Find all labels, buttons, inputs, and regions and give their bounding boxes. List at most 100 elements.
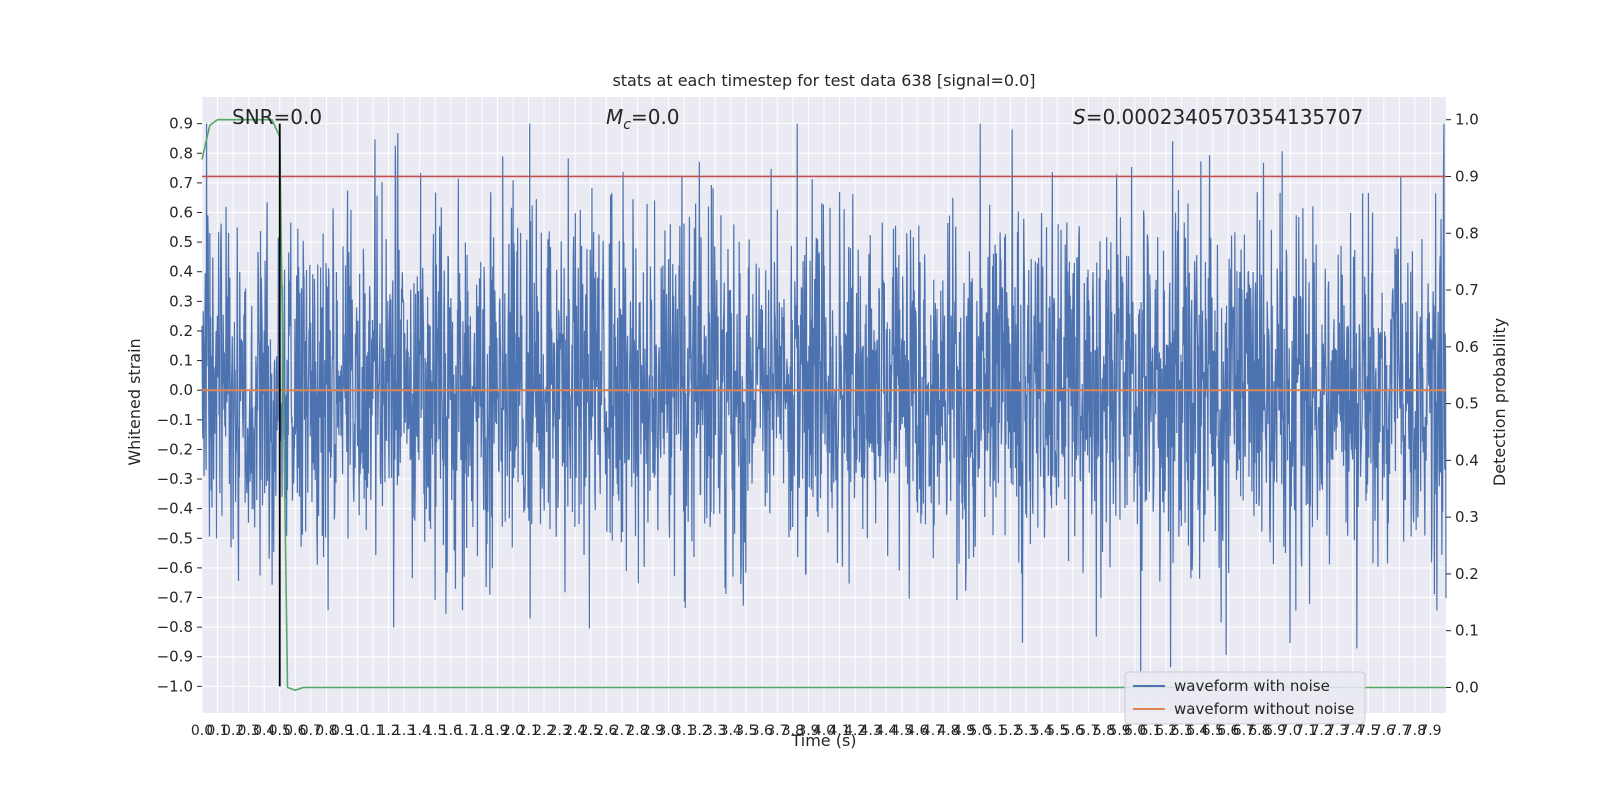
y-tick-label: 0.6 bbox=[169, 204, 193, 222]
x-tick-label: 6.9 bbox=[1264, 723, 1286, 739]
y2-tick-label: 0.3 bbox=[1455, 508, 1479, 526]
x-tick-label: 0.6 bbox=[284, 723, 306, 739]
x-tick-label: 5.5 bbox=[1046, 723, 1068, 739]
x-tick-label: 4.7 bbox=[922, 723, 944, 739]
y-tick-label: −0.6 bbox=[157, 559, 193, 577]
x-tick-label: 6.0 bbox=[1124, 723, 1146, 739]
y-tick-label: −0.5 bbox=[157, 529, 193, 547]
x-tick-label: 6.8 bbox=[1248, 723, 1270, 739]
x-tick-label: 4.0 bbox=[813, 723, 835, 739]
y-tick-label: −0.9 bbox=[157, 648, 193, 666]
x-tick-label: 4.2 bbox=[844, 723, 866, 739]
annotation-mc: Mc=0.0 bbox=[606, 105, 680, 133]
x-tick-label: 3.0 bbox=[657, 723, 679, 739]
y-tick-label: 0.3 bbox=[169, 292, 193, 310]
x-tick-label: 1.4 bbox=[409, 723, 431, 739]
legend-label-waveform-without-noise: waveform without noise bbox=[1174, 700, 1354, 718]
x-tick-label: 5.4 bbox=[1031, 723, 1053, 739]
x-tick-label: 3.3 bbox=[704, 723, 726, 739]
y2-tick-label: 0.6 bbox=[1455, 338, 1479, 356]
x-tick-label: 3.7 bbox=[766, 723, 788, 739]
y-tick-label: −0.1 bbox=[157, 411, 193, 429]
y-tick-label: 0.5 bbox=[169, 233, 193, 251]
x-tick-label: 0.1 bbox=[206, 723, 228, 739]
x-tick-label: 7.3 bbox=[1326, 723, 1348, 739]
x-tick-label: 7.4 bbox=[1342, 723, 1364, 739]
series-detection-probability bbox=[201, 118, 1446, 692]
x-tick-label: 1.8 bbox=[471, 723, 493, 739]
x-tick-label: 0.8 bbox=[315, 723, 337, 739]
x-tick-label: 1.3 bbox=[393, 723, 415, 739]
x-tick-label: 1.2 bbox=[377, 723, 399, 739]
x-tick-label: 2.0 bbox=[502, 723, 524, 739]
annotation-mc-value: =0.0 bbox=[631, 105, 680, 129]
y-tick-label: 0.2 bbox=[169, 322, 193, 340]
y-tick-label: −0.8 bbox=[157, 618, 193, 636]
x-tick-label: 4.4 bbox=[875, 723, 897, 739]
x-tick-label: 6.1 bbox=[1139, 723, 1161, 739]
y2-tick-label: 0.7 bbox=[1455, 281, 1479, 299]
annotation-snr: SNR=0.0 bbox=[232, 105, 322, 129]
x-tick-label: 5.6 bbox=[1062, 723, 1084, 739]
x-tick-label: 1.7 bbox=[455, 723, 477, 739]
y-tick-label: −0.2 bbox=[157, 440, 193, 458]
y-tick-label: 0.7 bbox=[169, 174, 193, 192]
x-tick-label: 4.1 bbox=[828, 723, 850, 739]
x-tick-label: 5.2 bbox=[999, 723, 1021, 739]
legend: waveform with noise waveform without noi… bbox=[1124, 671, 1366, 725]
y2-axis-label: Detection probability bbox=[1490, 318, 1509, 486]
x-tick-label: 4.9 bbox=[953, 723, 975, 739]
y-tick-label: 0.9 bbox=[169, 115, 193, 133]
x-tick-label: 7.8 bbox=[1404, 723, 1426, 739]
x-tick-label: 6.7 bbox=[1233, 723, 1255, 739]
x-tick-label: 2.5 bbox=[580, 723, 602, 739]
y2-tick-label: 0.0 bbox=[1455, 678, 1479, 696]
x-tick-label: 4.3 bbox=[860, 723, 882, 739]
y-tick-label: 0.8 bbox=[169, 144, 193, 162]
x-tick-label: 0.5 bbox=[269, 723, 291, 739]
x-axis-label: Time (s) bbox=[790, 731, 856, 750]
x-tick-label: 6.6 bbox=[1217, 723, 1239, 739]
annotation-s-value: =0.0002340570354135707 bbox=[1086, 105, 1364, 129]
x-tick-label: 0.0 bbox=[191, 723, 213, 739]
annotation-mc-symbol: M bbox=[606, 105, 623, 129]
x-tick-label: 7.6 bbox=[1373, 723, 1395, 739]
annotation-s-symbol: S bbox=[1073, 105, 1086, 129]
x-tick-label: 6.2 bbox=[1155, 723, 1177, 739]
x-tick-label: 3.4 bbox=[720, 723, 742, 739]
x-tick-label: 4.6 bbox=[906, 723, 928, 739]
y2-tick-label: 0.2 bbox=[1455, 565, 1479, 583]
x-tick-label: 7.5 bbox=[1357, 723, 1379, 739]
x-tick-label: 7.0 bbox=[1279, 723, 1301, 739]
y-tick-label: 0.1 bbox=[169, 352, 193, 370]
x-tick-label: 2.9 bbox=[642, 723, 664, 739]
y2-tick-label: 0.1 bbox=[1455, 622, 1479, 640]
x-tick-label: 6.3 bbox=[1171, 723, 1193, 739]
x-tick-label: 2.2 bbox=[533, 723, 555, 739]
x-tick-label: 6.4 bbox=[1186, 723, 1208, 739]
legend-label-waveform-with-noise: waveform with noise bbox=[1174, 677, 1330, 695]
x-tick-label: 0.3 bbox=[238, 723, 260, 739]
series-layer bbox=[201, 118, 1447, 692]
x-tick-label: 5.0 bbox=[968, 723, 990, 739]
y-tick-label: −0.4 bbox=[157, 500, 193, 518]
y-tick-label: −0.3 bbox=[157, 470, 193, 488]
x-tick-label: 3.5 bbox=[735, 723, 757, 739]
x-tick-label: 7.9 bbox=[1419, 723, 1441, 739]
x-tick-label: 5.9 bbox=[1108, 723, 1130, 739]
y-tick-label: −1.0 bbox=[157, 677, 193, 695]
y-axis-right: 0.0 0.1 0.2 0.3 0.4 0.5 0.6 0.7 0.8 0.9 1.0 bbox=[1446, 111, 1479, 696]
y-tick-label: 0.0 bbox=[169, 381, 193, 399]
x-tick-label: 2.4 bbox=[564, 723, 586, 739]
y2-tick-label: 0.5 bbox=[1455, 395, 1479, 413]
legend-box bbox=[1124, 671, 1366, 725]
y-tick-label: −0.7 bbox=[157, 589, 193, 607]
x-tick-label: 2.8 bbox=[626, 723, 648, 739]
x-tick-label: 1.0 bbox=[346, 723, 368, 739]
x-tick-label: 1.6 bbox=[440, 723, 462, 739]
x-tick-label: 0.2 bbox=[222, 723, 244, 739]
y2-tick-label: 0.9 bbox=[1455, 167, 1479, 185]
y2-tick-label: 1.0 bbox=[1455, 111, 1479, 129]
